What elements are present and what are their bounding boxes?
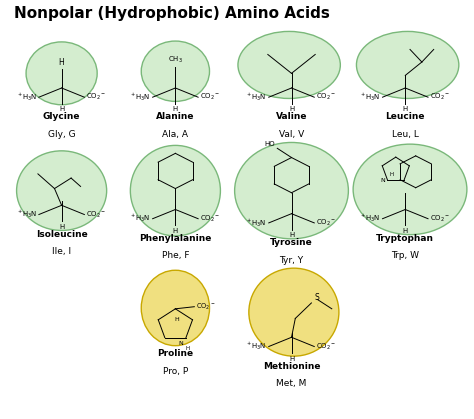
Text: Glycine: Glycine <box>43 112 81 121</box>
Text: H: H <box>289 232 294 238</box>
Text: H: H <box>390 172 394 177</box>
Text: N: N <box>380 178 385 183</box>
Text: CO$_2$$^-$: CO$_2$$^-$ <box>200 92 220 102</box>
Text: H: H <box>185 346 190 351</box>
Ellipse shape <box>353 144 467 235</box>
Text: Ala, A: Ala, A <box>163 130 188 139</box>
Text: H: H <box>173 106 178 112</box>
Ellipse shape <box>130 145 220 236</box>
Text: Phenylalanine: Phenylalanine <box>139 234 211 243</box>
Ellipse shape <box>17 151 107 230</box>
Text: H: H <box>59 106 64 112</box>
Text: H: H <box>289 106 294 112</box>
Text: H: H <box>174 317 179 322</box>
Text: CO$_2$$^-$: CO$_2$$^-$ <box>200 214 220 224</box>
Text: Methionine: Methionine <box>263 362 320 370</box>
Text: Isoleucine: Isoleucine <box>36 230 88 238</box>
Ellipse shape <box>141 270 210 346</box>
Text: $^+$H$_3$N: $^+$H$_3$N <box>359 91 381 103</box>
Text: CO$_2$$^-$: CO$_2$$^-$ <box>316 218 337 228</box>
Text: $^+$H$_3$N: $^+$H$_3$N <box>246 91 267 103</box>
Ellipse shape <box>141 41 210 101</box>
Text: CO$_2$$^-$: CO$_2$$^-$ <box>86 92 107 102</box>
Text: H: H <box>402 106 408 112</box>
Text: CO$_2$$^-$: CO$_2$$^-$ <box>430 214 450 224</box>
Text: Tyrosine: Tyrosine <box>270 238 313 247</box>
Text: H: H <box>289 356 294 362</box>
Text: Tryptophan: Tryptophan <box>376 234 434 243</box>
Text: CO$_2$$^-$: CO$_2$$^-$ <box>430 92 450 102</box>
Text: H: H <box>402 228 408 234</box>
Text: CO$_2$$^-$: CO$_2$$^-$ <box>316 341 337 352</box>
Text: CO$_2$$^-$: CO$_2$$^-$ <box>86 210 107 220</box>
Ellipse shape <box>26 42 97 105</box>
Ellipse shape <box>356 31 459 98</box>
Text: $^+$H$_3$N: $^+$H$_3$N <box>129 91 151 103</box>
Text: CH$_3$: CH$_3$ <box>168 55 183 65</box>
Text: Valine: Valine <box>276 112 307 121</box>
Text: $^+$H$_3$N: $^+$H$_3$N <box>246 341 267 352</box>
Text: Tyr, Y: Tyr, Y <box>280 256 303 264</box>
Ellipse shape <box>249 268 339 356</box>
Text: N: N <box>179 341 183 346</box>
Text: Leucine: Leucine <box>385 112 425 121</box>
Text: $^+$H$_3$N: $^+$H$_3$N <box>16 209 37 220</box>
Text: Leu, L: Leu, L <box>392 130 419 139</box>
Text: Phe, F: Phe, F <box>162 251 189 260</box>
Text: CO$_2$$^-$: CO$_2$$^-$ <box>196 302 216 312</box>
Text: Pro, P: Pro, P <box>163 367 188 375</box>
Text: $^+$H$_3$N: $^+$H$_3$N <box>16 91 37 103</box>
Text: HO: HO <box>264 141 275 147</box>
Text: $^+$H$_3$N: $^+$H$_3$N <box>246 217 267 229</box>
Text: S: S <box>314 293 319 302</box>
Text: $^+$H$_3$N: $^+$H$_3$N <box>359 213 381 225</box>
Text: Ile, I: Ile, I <box>52 247 71 256</box>
Text: Trp, W: Trp, W <box>391 251 419 260</box>
Text: CO$_2$$^-$: CO$_2$$^-$ <box>316 92 337 102</box>
Text: Val, V: Val, V <box>279 130 304 139</box>
Text: Alanine: Alanine <box>156 112 195 121</box>
Ellipse shape <box>235 142 348 239</box>
Text: Proline: Proline <box>157 349 193 358</box>
Text: H: H <box>173 228 178 234</box>
Text: H: H <box>59 224 64 230</box>
Text: $^+$H$_3$N: $^+$H$_3$N <box>129 213 151 225</box>
Text: Gly, G: Gly, G <box>48 130 75 139</box>
Ellipse shape <box>238 31 340 98</box>
Text: H: H <box>59 58 64 67</box>
Text: Met, M: Met, M <box>276 379 307 388</box>
Text: Nonpolar (Hydrophobic) Amino Acids: Nonpolar (Hydrophobic) Amino Acids <box>14 6 330 21</box>
